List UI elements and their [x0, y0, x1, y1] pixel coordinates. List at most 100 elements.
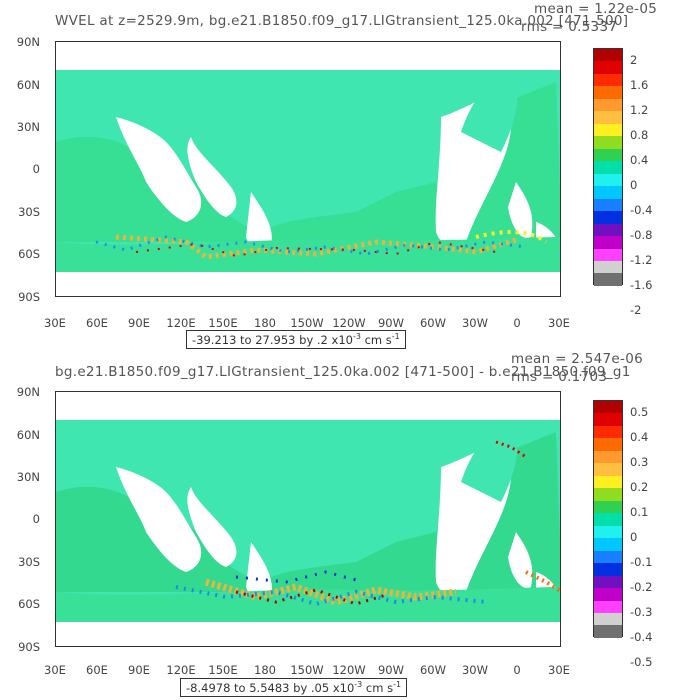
- colorbar-swatch: [594, 550, 622, 564]
- lon-label: 60W: [419, 663, 446, 677]
- colorbar-swatch: [594, 513, 622, 526]
- lon-label: 30W: [461, 663, 488, 677]
- lat-label: 90N: [16, 35, 40, 49]
- colorbar-swatch: [594, 425, 622, 439]
- lat-label: 60N: [16, 78, 40, 92]
- lon-label: 30W: [461, 316, 488, 330]
- colorbar-label: 0: [630, 178, 638, 193]
- colorbar-swatch: [594, 600, 622, 613]
- colorbar-swatch: [594, 148, 622, 162]
- lon-label: 150E: [208, 316, 238, 330]
- colorbar-label: 0: [630, 530, 638, 545]
- colorbar-swatch: [594, 500, 622, 514]
- colorbar-swatch: [594, 86, 622, 99]
- colorbar-swatch: [594, 236, 622, 249]
- contour-range-box: -8.4978 to 5.5483 by .05 x10-3 cm s-1: [180, 678, 408, 697]
- colorbar-label: 0.3: [630, 455, 649, 470]
- colorbar-swatch: [594, 475, 622, 489]
- colorbar-swatch: [594, 223, 622, 237]
- colorbar-label: 1.2: [630, 103, 649, 118]
- colorbar-label: 0.1: [630, 505, 649, 520]
- colorbar-label: -1.6: [630, 278, 653, 292]
- colorbar-swatch: [594, 612, 622, 626]
- lon-label: 60E: [86, 316, 108, 330]
- colorbar-label: -0.2: [630, 580, 653, 595]
- colorbar-swatch: [594, 588, 622, 601]
- lat-label: 30N: [16, 120, 40, 134]
- range-text: -39.213 to 27.953 by .2 x10: [192, 332, 353, 347]
- lat-label: 90S: [18, 290, 40, 304]
- rms-label: rms = 0.5337: [521, 19, 618, 35]
- lon-label: 120W: [332, 316, 366, 330]
- lat-label: 30N: [16, 470, 40, 484]
- lon-label: 150W: [290, 316, 324, 330]
- lat-label: 60S: [18, 597, 40, 611]
- colorbar-top: [593, 48, 623, 286]
- colorbar-swatch: [594, 211, 622, 224]
- lat-label: 30S: [18, 205, 40, 219]
- colorbar-swatch: [594, 438, 622, 451]
- range-units: cm s: [362, 680, 394, 695]
- colorbar-swatch: [594, 198, 622, 212]
- panel-bottom: bg.e21.B1850.f09_g17.LIGtransient_125.0k…: [0, 350, 700, 700]
- mean-label: mean = 2.547e-06: [511, 351, 643, 367]
- lon-label: 0: [513, 663, 521, 677]
- colorbar-swatch: [594, 563, 622, 576]
- lon-label: 120E: [166, 316, 196, 330]
- colorbar-label: 1.6: [630, 78, 649, 93]
- lat-label: 0: [32, 162, 40, 176]
- lon-label: 60E: [86, 663, 108, 677]
- colorbar-swatch: [594, 136, 622, 149]
- range-text: -8.4978 to 5.5483 by .05 x10: [186, 680, 355, 695]
- colorbar-label: 0.4: [630, 153, 649, 168]
- ocean-field-top: [56, 42, 560, 296]
- lon-label: 90W: [377, 316, 404, 330]
- lon-label: 120W: [332, 663, 366, 677]
- colorbar-label: 0.8: [630, 128, 649, 143]
- panel-top: WVEL at z=2529.9m, bg.e21.B1850.f09_g17.…: [16, 1, 657, 349]
- colorbar-swatch: [594, 98, 622, 112]
- colorbar-swatch: [594, 73, 622, 87]
- colorbar-swatch: [594, 413, 622, 426]
- lon-label: 30E: [548, 663, 570, 677]
- lon-label: 30E: [44, 316, 66, 330]
- colorbar-label: -0.3: [630, 605, 653, 620]
- colorbar-swatch: [594, 49, 622, 62]
- colorbar-swatch: [594, 538, 622, 551]
- lon-label: 90W: [377, 663, 404, 677]
- range-units: cm s: [360, 332, 392, 347]
- panel-title: WVEL at z=2529.9m, bg.e21.B1850.f09_g17.…: [55, 13, 629, 29]
- colorbar-swatch: [594, 186, 622, 199]
- lat-label: 0: [32, 512, 40, 526]
- contour-range-box: -39.213 to 27.953 by .2 x10-3 cm s-1: [186, 330, 406, 349]
- lon-label: 30E: [44, 663, 66, 677]
- colorbar-swatch: [594, 575, 622, 589]
- colorbar-label: 0.4: [630, 430, 649, 445]
- colorbar-label: -0.4: [630, 630, 653, 644]
- lon-label: 120E: [166, 663, 196, 677]
- colorbar-swatch: [594, 525, 622, 539]
- lat-label: 60N: [16, 428, 40, 442]
- rms-label: rms = 0.1703: [511, 369, 608, 385]
- lat-label: 90S: [18, 640, 40, 654]
- colorbar-label: -1.2: [630, 253, 653, 268]
- lon-label: 0: [513, 316, 521, 330]
- lat-label: 30S: [18, 555, 40, 569]
- colorbar-label: -0.5: [630, 654, 653, 669]
- lon-label: 90E: [128, 316, 150, 330]
- colorbar-label: 0.5: [630, 405, 649, 420]
- map-bottom: [55, 391, 561, 647]
- lon-label: 30E: [548, 316, 570, 330]
- lon-label: 180: [254, 663, 276, 677]
- lon-label: 150W: [290, 663, 324, 677]
- colorbar-swatch: [594, 463, 622, 476]
- colorbar-swatch: [594, 450, 622, 464]
- colorbar-swatch: [594, 401, 622, 414]
- colorbar-swatch: [594, 161, 622, 174]
- colorbar-label: -0.8: [630, 228, 653, 243]
- panel-title: bg.e21.B1850.f09_g17.LIGtransient_125.0k…: [55, 364, 631, 380]
- colorbar-label: 0.2: [630, 480, 649, 495]
- colorbar-swatch: [594, 111, 622, 124]
- lon-label: 90E: [128, 663, 150, 677]
- colorbar-swatch: [594, 173, 622, 187]
